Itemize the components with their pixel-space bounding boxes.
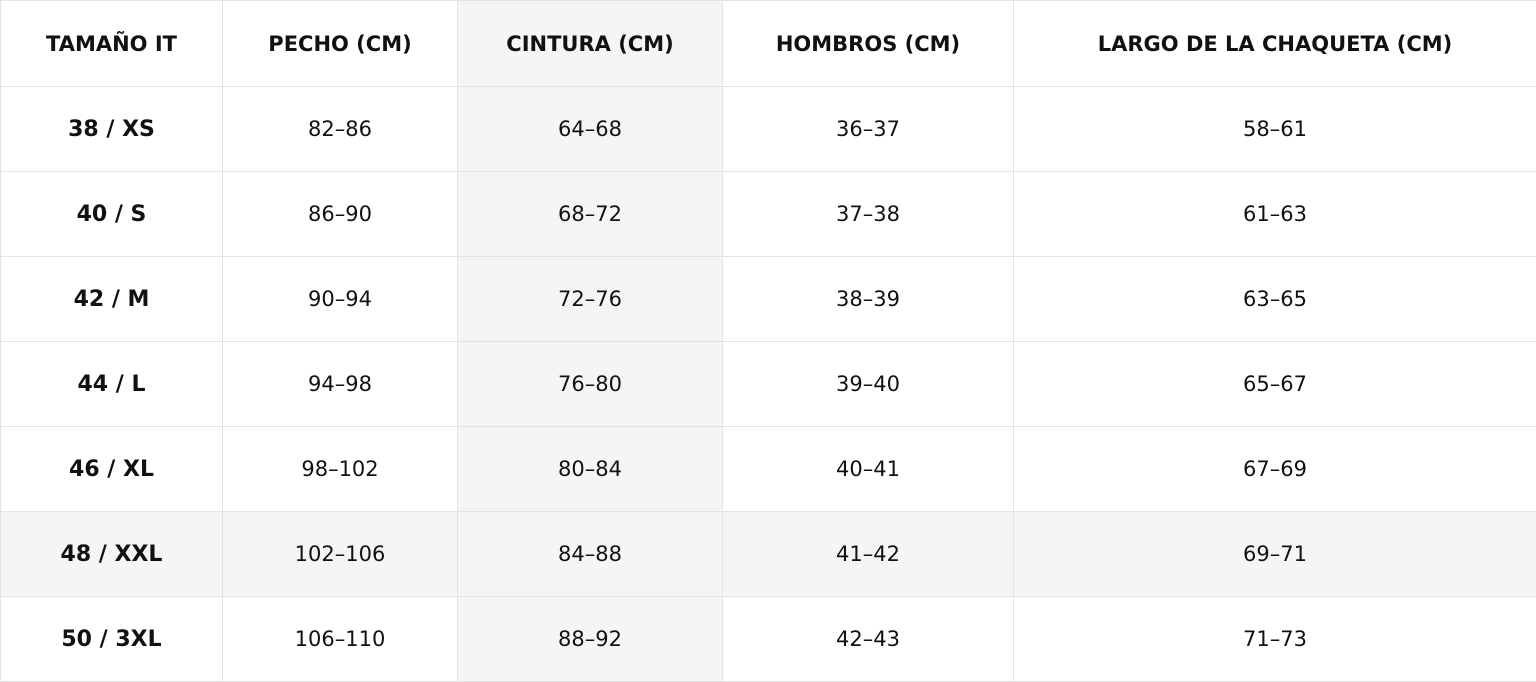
measure-cell: 76–80 <box>458 342 723 427</box>
measure-cell: 36–37 <box>723 87 1014 172</box>
measure-cell: 88–92 <box>458 597 723 682</box>
measure-cell: 37–38 <box>723 172 1014 257</box>
header-cell: PECHO (CM) <box>223 1 458 87</box>
measure-cell: 94–98 <box>223 342 458 427</box>
measure-cell: 90–94 <box>223 257 458 342</box>
measure-cell: 72–76 <box>458 257 723 342</box>
header-cell: HOMBROS (CM) <box>723 1 1014 87</box>
size-cell: 48 / XXL <box>1 512 223 597</box>
header-cell: TAMAÑO IT <box>1 1 223 87</box>
size-cell: 46 / XL <box>1 427 223 512</box>
size-cell: 42 / M <box>1 257 223 342</box>
measure-cell: 38–39 <box>723 257 1014 342</box>
measure-cell: 67–69 <box>1014 427 1536 512</box>
measure-cell: 58–61 <box>1014 87 1536 172</box>
measure-cell: 71–73 <box>1014 597 1536 682</box>
measure-cell: 80–84 <box>458 427 723 512</box>
measure-cell: 39–40 <box>723 342 1014 427</box>
measure-cell: 69–71 <box>1014 512 1536 597</box>
size-cell: 44 / L <box>1 342 223 427</box>
measure-cell: 63–65 <box>1014 257 1536 342</box>
header-cell: CINTURA (CM) <box>458 1 723 87</box>
measure-cell: 102–106 <box>223 512 458 597</box>
measure-cell: 61–63 <box>1014 172 1536 257</box>
measure-cell: 82–86 <box>223 87 458 172</box>
measure-cell: 64–68 <box>458 87 723 172</box>
measure-cell: 98–102 <box>223 427 458 512</box>
measure-cell: 40–41 <box>723 427 1014 512</box>
header-cell: LARGO DE LA CHAQUETA (CM) <box>1014 1 1536 87</box>
size-cell: 40 / S <box>1 172 223 257</box>
measure-cell: 86–90 <box>223 172 458 257</box>
size-cell: 50 / 3XL <box>1 597 223 682</box>
measure-cell: 68–72 <box>458 172 723 257</box>
measure-cell: 41–42 <box>723 512 1014 597</box>
measure-cell: 42–43 <box>723 597 1014 682</box>
measure-cell: 84–88 <box>458 512 723 597</box>
measure-cell: 106–110 <box>223 597 458 682</box>
size-cell: 38 / XS <box>1 87 223 172</box>
measure-cell: 65–67 <box>1014 342 1536 427</box>
